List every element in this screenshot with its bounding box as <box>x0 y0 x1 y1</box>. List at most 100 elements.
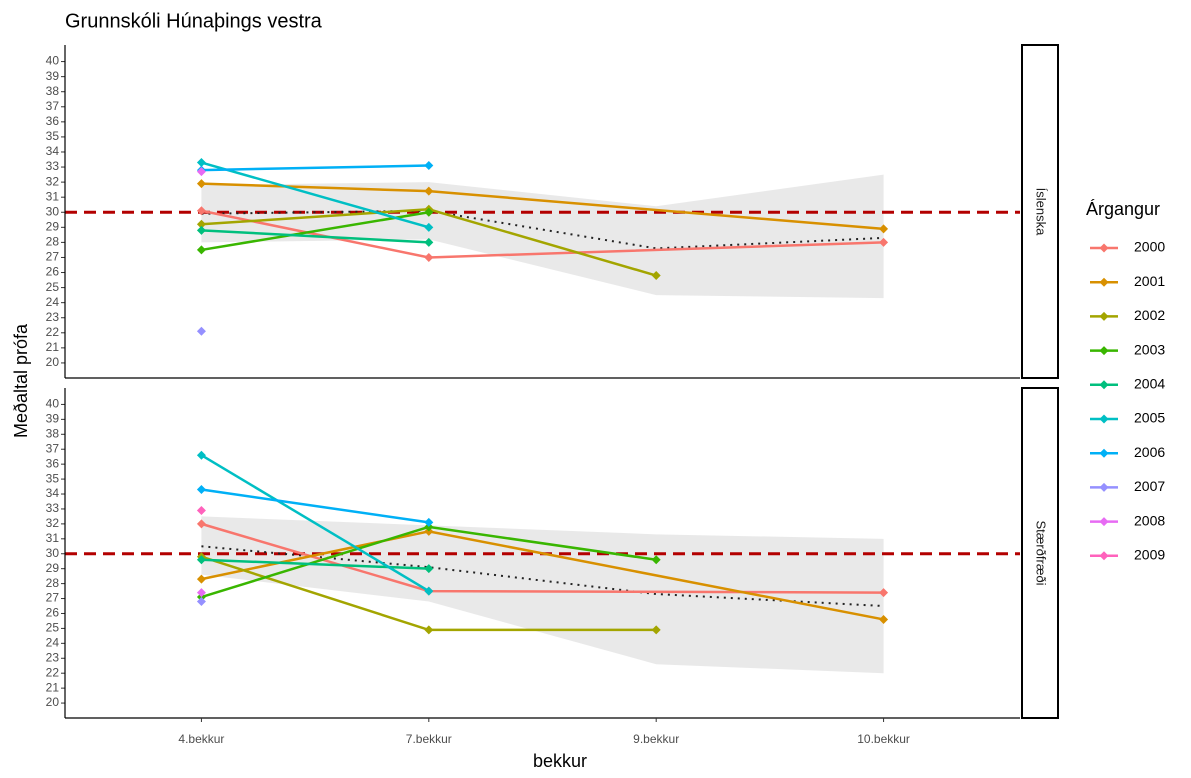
data-point <box>424 564 434 574</box>
data-point <box>196 597 206 607</box>
data-point <box>879 588 889 598</box>
y-tick-label: 24 <box>46 636 60 650</box>
data-point <box>424 237 434 247</box>
y-tick-label: 32 <box>46 516 60 530</box>
y-tick-label: 37 <box>46 441 60 455</box>
y-tick-label: 28 <box>46 576 60 590</box>
data-point <box>196 179 206 189</box>
trend-line <box>201 209 884 250</box>
y-tick-label: 21 <box>46 340 60 354</box>
series-line <box>201 211 430 252</box>
data-point <box>424 222 434 232</box>
y-tick-label: 38 <box>46 84 60 98</box>
legend-label: 2005 <box>1134 410 1165 426</box>
y-tick-label: 33 <box>46 159 60 173</box>
series-line <box>201 161 430 229</box>
y-tick-label: 25 <box>46 621 60 635</box>
series-line <box>201 164 429 172</box>
legend-key-point <box>1099 482 1109 492</box>
chart-title: Grunnskóli Húnaþings vestra <box>65 10 323 32</box>
legend-key-point <box>1099 448 1109 458</box>
data-point <box>424 252 434 262</box>
legend-key-point <box>1099 414 1109 424</box>
data-point <box>196 574 206 584</box>
legend-label: 2003 <box>1134 341 1165 357</box>
legend-label: 2007 <box>1134 478 1165 494</box>
y-tick-label: 31 <box>46 189 60 203</box>
data-point <box>196 225 206 235</box>
data-point <box>651 271 661 281</box>
confidence-band <box>201 174 884 299</box>
legend-title: Árgangur <box>1086 199 1160 219</box>
legend-label: 2001 <box>1134 273 1165 289</box>
x-tick-label: 9.bekkur <box>633 732 679 746</box>
y-tick-label: 26 <box>46 606 60 620</box>
data-point <box>196 245 206 255</box>
data-point <box>196 167 206 177</box>
y-tick-label: 25 <box>46 280 60 294</box>
data-point <box>424 161 434 171</box>
legend-label: 2009 <box>1134 547 1165 563</box>
y-tick-label: 36 <box>46 456 60 470</box>
data-point <box>196 450 206 460</box>
data-point <box>424 207 434 217</box>
data-point <box>879 614 889 624</box>
y-tick-label: 20 <box>46 695 60 709</box>
data-point <box>196 505 206 515</box>
x-axis-label: bekkur <box>533 751 587 771</box>
legend-label: 2008 <box>1134 512 1165 528</box>
confidence-band <box>201 516 884 674</box>
y-tick-label: 20 <box>46 355 60 369</box>
y-tick-label: 39 <box>46 412 60 426</box>
x-tick-label: 7.bekkur <box>406 732 452 746</box>
y-tick-label: 39 <box>46 69 60 83</box>
y-tick-label: 22 <box>46 665 60 679</box>
data-point <box>424 625 434 635</box>
legend-label: 2004 <box>1134 376 1165 392</box>
legend-label: 2000 <box>1134 239 1165 255</box>
y-tick-label: 34 <box>46 486 60 500</box>
y-tick-label: 27 <box>46 250 60 264</box>
legend-key-point <box>1099 551 1109 561</box>
data-point <box>196 158 206 168</box>
series-line <box>200 454 430 593</box>
y-tick-label: 38 <box>46 426 60 440</box>
legend-key-point <box>1099 346 1109 356</box>
legend-key-point <box>1099 517 1109 527</box>
y-tick-label: 35 <box>46 129 60 143</box>
y-tick-label: 33 <box>46 501 60 515</box>
legend-label: 2006 <box>1134 444 1165 460</box>
data-point <box>196 326 206 336</box>
series-line <box>201 229 429 244</box>
y-tick-label: 24 <box>46 295 60 309</box>
data-point <box>424 186 434 196</box>
data-point <box>196 588 206 598</box>
data-point <box>651 625 661 635</box>
y-tick-label: 30 <box>46 204 60 218</box>
x-tick-label: 4.bekkur <box>178 732 224 746</box>
data-point <box>196 519 206 529</box>
y-tick-label: 28 <box>46 235 60 249</box>
data-point <box>196 485 206 495</box>
legend-key-point <box>1099 277 1109 287</box>
data-point <box>424 517 434 527</box>
series-line <box>201 488 429 524</box>
x-tick-label: 10.bekkur <box>857 732 910 746</box>
y-tick-label: 37 <box>46 99 60 113</box>
y-tick-label: 29 <box>46 219 60 233</box>
y-tick-label: 26 <box>46 265 60 279</box>
data-point <box>879 237 889 247</box>
legend-key-point <box>1099 311 1109 321</box>
legend-label: 2002 <box>1134 307 1165 323</box>
y-tick-label: 22 <box>46 325 60 339</box>
y-axis-label: Meðaltal prófa <box>11 323 31 438</box>
data-point <box>651 555 661 565</box>
data-point <box>879 224 889 234</box>
y-tick-label: 35 <box>46 471 60 485</box>
y-tick-label: 36 <box>46 114 60 128</box>
y-tick-label: 40 <box>46 54 60 68</box>
y-tick-label: 30 <box>46 546 60 560</box>
facet-label: Stærðfræði <box>1034 520 1049 585</box>
